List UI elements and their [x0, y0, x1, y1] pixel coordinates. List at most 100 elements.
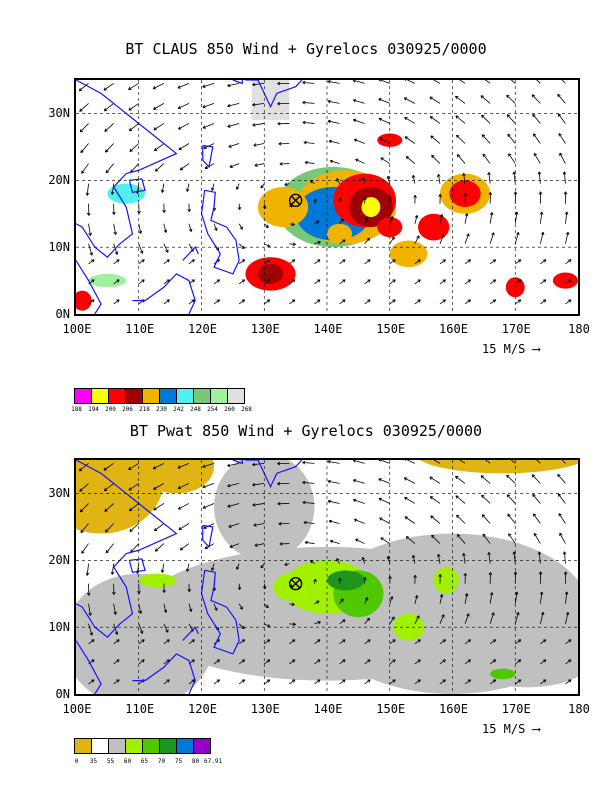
wind-arrow [238, 243, 245, 250]
wind-arrow [339, 639, 346, 645]
wind-arrow [104, 123, 114, 132]
pwat-blob [327, 570, 365, 591]
wind-arrow [153, 103, 165, 110]
wind-arrow [252, 123, 265, 127]
lon-label: 170E [501, 702, 531, 716]
wind-arrow [429, 476, 441, 484]
wind-arrow [289, 279, 296, 285]
wind-arrow [489, 212, 494, 224]
wind-arrow [329, 159, 340, 164]
wind-arrow [430, 515, 441, 524]
wind-arrow [128, 483, 139, 491]
wind-arrow [378, 98, 390, 104]
wind-arrow [138, 603, 143, 614]
wind-arrow [253, 523, 265, 527]
legend-label: 60 [123, 758, 132, 765]
wind-arrow [481, 114, 491, 124]
coastlines [76, 460, 303, 694]
wind-arrow [540, 659, 547, 665]
wind-arrow [439, 639, 446, 645]
panel-1-map [74, 78, 580, 316]
wind-arrow [404, 516, 416, 524]
lon-label: 140E [313, 322, 343, 336]
wind-arrow [103, 483, 114, 492]
wind-arrow [414, 595, 419, 604]
wind-arrow [153, 483, 165, 490]
wind-arrow [88, 603, 92, 616]
wind-arrow [557, 93, 566, 104]
wind-arrow [278, 142, 290, 146]
legend-swatch [108, 388, 126, 404]
wind-arrow [488, 572, 493, 584]
wind-arrow [403, 97, 416, 104]
cloud-blob [257, 186, 309, 228]
wind-arrow [389, 279, 396, 285]
legend-swatch [125, 388, 143, 404]
legend-label: 70 [157, 758, 166, 765]
wind-arrow [279, 162, 290, 166]
wind-arrow [481, 134, 491, 144]
wind-arrow [329, 539, 340, 544]
wind-arrow [414, 215, 419, 224]
wind-arrow [532, 513, 541, 524]
wind-arrow [463, 573, 468, 584]
legend-label: 67.91 [204, 758, 223, 765]
wind-arrow [328, 519, 340, 524]
wind-arrow [532, 113, 541, 124]
wind-arrow [289, 639, 296, 645]
wind-arrow [284, 562, 290, 566]
wind-arrow [489, 279, 497, 285]
wind-arrow [264, 639, 271, 645]
wind-arrow [202, 503, 215, 509]
wind-arrow [364, 617, 371, 625]
wind-arrow [254, 543, 265, 547]
wind-arrow [430, 135, 441, 144]
wind-arrow [314, 659, 321, 665]
wind-arrow [238, 679, 246, 685]
wind-arrow [355, 538, 365, 544]
legend-label: 206 [122, 406, 133, 413]
wind-arrow [163, 299, 170, 305]
wind-arrow [431, 154, 441, 164]
wind-arrow [138, 639, 145, 645]
wind-arrow [464, 679, 472, 685]
wind-arrow [414, 299, 421, 305]
legend-swatch [159, 738, 177, 754]
wind-arrow [103, 463, 114, 471]
wind-arrow [213, 223, 218, 231]
legend-swatch [142, 738, 160, 754]
wind-arrow [536, 460, 541, 464]
wind-arrow [179, 543, 190, 551]
wind-arrow [314, 220, 320, 225]
cloud-blob [88, 273, 127, 288]
wind-arrow [364, 259, 371, 265]
wind-arrow [464, 213, 469, 224]
wind-arrow [313, 578, 317, 584]
coastline [202, 144, 214, 169]
wind-arrow [439, 614, 445, 624]
legend-label: 65 [140, 758, 149, 765]
wind-arrow [238, 299, 246, 305]
wind-arrow [302, 480, 315, 485]
wind-arrow [562, 171, 567, 184]
wind-arrow [160, 183, 165, 193]
wind-arrow [378, 478, 390, 484]
pwat-blob [273, 573, 306, 601]
wind-arrow [464, 639, 472, 645]
wind-arrow [213, 279, 221, 285]
lat-label: 10N [48, 240, 70, 255]
wind-arrow [113, 259, 120, 265]
wind-arrow [278, 522, 290, 526]
cloud-blob [257, 263, 284, 284]
wind-arrow [152, 462, 165, 470]
wind-arrow [510, 80, 516, 84]
wind-arrow [314, 679, 321, 685]
wind-arrow [439, 659, 446, 665]
wind-arrow [113, 659, 120, 665]
wind-arrow [112, 203, 116, 215]
wind-arrow [113, 639, 120, 645]
wind-arrow [353, 518, 365, 524]
wind-arrow [378, 497, 390, 504]
wind-arrow [439, 594, 444, 604]
wind-arrow [515, 659, 522, 665]
